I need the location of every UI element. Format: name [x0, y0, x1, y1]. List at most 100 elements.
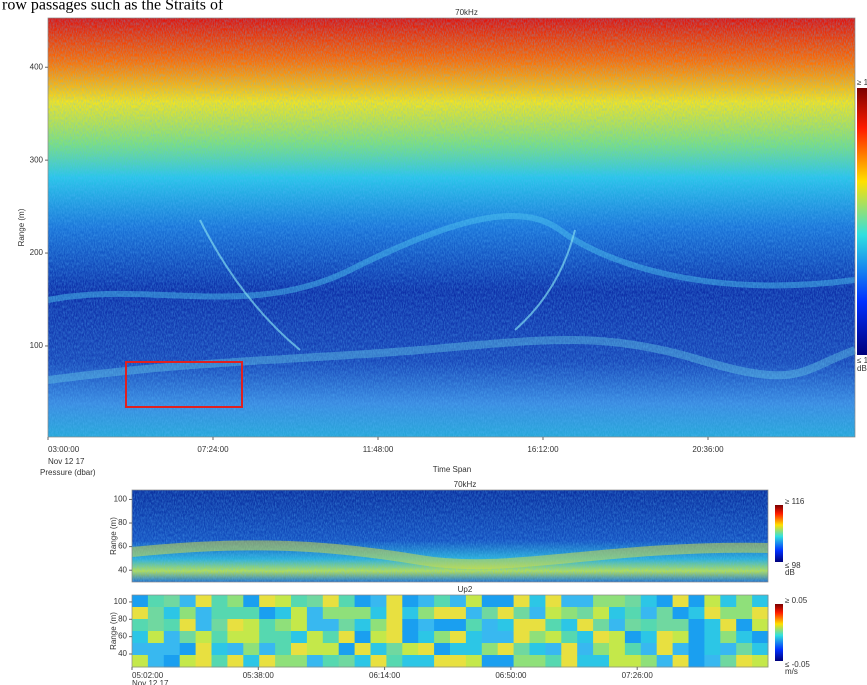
- heatmap-cell: [196, 643, 212, 656]
- y-tick-label: 80: [118, 518, 127, 527]
- heatmap-cell: [418, 631, 434, 644]
- heatmap-cell: [657, 619, 673, 632]
- x-tick-label: 07:26:00: [622, 671, 654, 680]
- heatmap-cell: [482, 619, 498, 632]
- heatmap-cell: [323, 631, 339, 644]
- heatmap-cell: [625, 643, 641, 656]
- heatmap-cell: [720, 595, 736, 608]
- heatmap-cell: [180, 643, 196, 656]
- heatmap-cell: [227, 607, 243, 620]
- heatmap-cell: [307, 595, 323, 608]
- heatmap-cell: [243, 655, 259, 668]
- heatmap-cell: [641, 655, 657, 668]
- heatmap-cell: [720, 619, 736, 632]
- heatmap-cell: [498, 631, 514, 644]
- heatmap-cell: [243, 607, 259, 620]
- heatmap-cell: [561, 607, 577, 620]
- heatmap-cell: [212, 643, 228, 656]
- heatmap-cell: [673, 619, 689, 632]
- heatmap-cell: [752, 643, 768, 656]
- heatmap-cell: [514, 643, 530, 656]
- heatmap-cell: [132, 631, 148, 644]
- heatmap-cell: [514, 607, 530, 620]
- heatmap-cell: [514, 631, 530, 644]
- colorbar-unit: dB: [857, 364, 867, 373]
- panel-title: 70kHz: [455, 8, 478, 17]
- heatmap-cell: [609, 631, 625, 644]
- x-axis-label: Time Span: [433, 465, 471, 474]
- heatmap-cell: [609, 607, 625, 620]
- heatmap-cell: [561, 619, 577, 632]
- heatmap-cell: [259, 643, 275, 656]
- heatmap-cell: [434, 607, 450, 620]
- heatmap-cell: [689, 607, 705, 620]
- y-axis-label: Range (m): [17, 208, 26, 246]
- heatmap-cell: [625, 631, 641, 644]
- heatmap-cell: [450, 619, 466, 632]
- heatmap-cell: [593, 631, 609, 644]
- heatmap-cell: [530, 631, 546, 644]
- heatmap-cell: [275, 655, 291, 668]
- heatmap-cell: [148, 631, 164, 644]
- heatmap-cell: [355, 619, 371, 632]
- heatmap-cell: [164, 655, 180, 668]
- heatmap-cell: [466, 655, 482, 668]
- heatmap-cell: [212, 595, 228, 608]
- heatmap-cell: [402, 631, 418, 644]
- colorbar-max: ≥ 0.05: [785, 596, 808, 605]
- heatmap-cell: [450, 643, 466, 656]
- heatmap-cell: [227, 655, 243, 668]
- heatmap-cell: [243, 595, 259, 608]
- heatmap-cell: [545, 643, 561, 656]
- heatmap-cell: [132, 607, 148, 620]
- panel-title: Up2: [458, 585, 473, 594]
- heatmap-cell: [212, 655, 228, 668]
- x-tick-label: 06:14:00: [369, 671, 401, 680]
- heatmap-cell: [625, 619, 641, 632]
- heatmap-cell: [482, 607, 498, 620]
- heatmap-cell: [132, 595, 148, 608]
- y-tick-label: 60: [118, 632, 127, 641]
- heatmap-cell: [371, 643, 387, 656]
- heatmap-cell: [323, 643, 339, 656]
- heatmap-cell: [641, 631, 657, 644]
- heatmap-cell: [227, 619, 243, 632]
- heatmap-cell: [291, 643, 307, 656]
- heatmap-cell: [609, 655, 625, 668]
- heatmap-cell: [148, 607, 164, 620]
- heatmap-cell: [196, 631, 212, 644]
- heatmap-cell: [371, 619, 387, 632]
- heatmap-cell: [307, 631, 323, 644]
- heatmap-cell: [673, 595, 689, 608]
- y-axis-label: Range (m): [109, 612, 118, 650]
- intro-text: row passages such as the Straits of: [2, 0, 224, 14]
- heatmap-cell: [402, 643, 418, 656]
- heatmap-cell: [530, 595, 546, 608]
- heatmap-cell: [482, 595, 498, 608]
- heatmap-cell: [720, 607, 736, 620]
- heatmap-cell: [641, 619, 657, 632]
- heatmap-cell: [243, 619, 259, 632]
- heatmap-cell: [418, 655, 434, 668]
- heatmap-cell: [386, 631, 402, 644]
- heatmap-cell: [371, 595, 387, 608]
- y-tick-label: 80: [118, 614, 127, 623]
- heatmap-cell: [625, 607, 641, 620]
- y-tick-label: 300: [30, 155, 44, 164]
- heatmap-cell: [180, 595, 196, 608]
- heatmap-cell: [704, 631, 720, 644]
- x-tick-label: 05:38:00: [243, 671, 275, 680]
- heatmap-cell: [386, 643, 402, 656]
- colorbar-max: ≥ 1: [857, 78, 867, 87]
- heatmap-cell: [498, 643, 514, 656]
- heatmap-cell: [132, 655, 148, 668]
- heatmap-cell: [180, 619, 196, 632]
- heatmap-cell: [720, 643, 736, 656]
- heatmap-cell: [657, 631, 673, 644]
- heatmap-cell: [227, 631, 243, 644]
- heatmap-cell: [339, 595, 355, 608]
- heatmap-cell: [291, 655, 307, 668]
- panel-title: 70kHz: [454, 480, 477, 489]
- heatmap-cell: [641, 643, 657, 656]
- heatmap-cell: [498, 595, 514, 608]
